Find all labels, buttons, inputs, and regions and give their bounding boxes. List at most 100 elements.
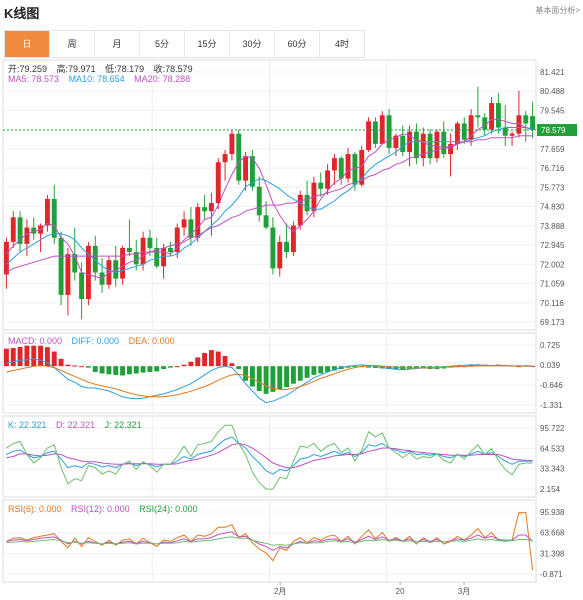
candle-body [236,133,242,181]
candle-body [502,127,508,136]
candle-body [509,133,515,136]
fundamental-analysis-link[interactable]: 基本面分析> [535,6,580,15]
candle-body [133,252,139,265]
rsi-axis-tick-label: -0.871 [540,570,563,579]
rsi-axis-tick-label: 95.938 [540,508,565,517]
macd-bar [352,366,358,368]
kdj-axis-tick-label: 64.533 [540,444,565,453]
candle-body [400,135,406,153]
candle-body [215,162,221,204]
macd-bar [318,366,324,374]
macd-bar [126,366,132,375]
rsi6-line [6,512,534,571]
candle-body [249,156,255,187]
candle-body [318,182,324,189]
macd-bar [249,366,255,387]
last-price-label: 78.579 [541,126,566,135]
macd-bar [297,366,303,381]
macd-bar [229,363,235,367]
macd-bar [263,366,269,394]
kdj-axis-tick-label: 95.722 [540,424,565,433]
price-axis-tick-label: 79.545 [540,106,565,115]
candle-body [325,170,331,189]
candle-body [345,154,351,179]
macd-bar [243,366,249,381]
candle-body [208,203,214,212]
candle-body [290,225,296,253]
macd-bar [72,365,78,367]
high-value: 高:79.971 [56,64,96,74]
macd-bar [277,366,283,390]
price-axis-tick-label: 76.716 [540,164,565,173]
macd-bar [256,366,262,391]
candle-body [284,241,290,253]
macd-bar [222,355,228,367]
macd-bar [202,353,208,367]
tab-60min[interactable]: 60分 [275,31,320,57]
candle-body [372,121,378,144]
rsi-axis-tick-label: 63.668 [540,529,565,538]
candle-body [331,158,337,171]
candle-body [393,135,399,148]
price-axis-tick-label: 80.488 [540,87,565,96]
tab-week[interactable]: 周 [50,31,95,57]
candle-body [3,241,9,275]
candle-body [24,227,30,244]
tab-4hour[interactable]: 4时 [334,39,349,49]
candle-body [72,254,78,273]
dea-line [6,365,533,398]
candle-body [167,247,173,253]
tab-day[interactable]: 日 [5,31,50,57]
candle-body [516,115,522,134]
candle-body [113,260,119,279]
price-axis-tick-label: 73.888 [540,222,565,231]
macd-bar [3,348,9,367]
candle-body [44,198,50,226]
candle-body [202,207,208,212]
tab-month[interactable]: 月 [95,31,140,57]
last-price-badge [537,124,577,137]
price-axis-tick-label: 71.059 [540,280,565,289]
candle-body [263,215,269,228]
j-value: J: 22.321 [104,420,142,430]
candle-body [10,217,16,242]
candle-body [366,121,372,150]
macd-bar [284,366,290,388]
rsi24-value: RSI(24): 0.000 [139,504,198,514]
candle-body [386,115,392,148]
macd-bar [167,366,173,368]
period-tabs: 日 周 月 5分 15分 30分 60分 4时 [4,30,365,58]
macd-axis-tick-label: 0.725 [540,341,561,350]
candle-body [154,247,160,267]
candle-body [181,219,187,228]
macd-bar [325,366,331,372]
macd-axis-tick-label: 0.039 [540,361,561,370]
macd-bar [181,364,187,367]
candle-body [482,117,488,130]
open-value: 开:79.259 [8,64,48,74]
macd-bar [236,366,242,370]
macd-bar [195,357,201,367]
candle-body [174,227,180,253]
kdj-axis-tick-label: 33.343 [540,465,565,474]
macd-bar [92,366,98,372]
candle-body [297,194,303,226]
candle-body [461,123,467,140]
candle-body [420,133,426,159]
macd-bar [290,366,296,384]
x-axis-label: 3月 [458,587,470,596]
macd-bar [65,364,71,367]
close-value: 收:78.579 [153,64,193,74]
macd-bar [270,366,276,392]
tab-15min[interactable]: 15分 [185,31,230,57]
tab-30min[interactable]: 30分 [230,31,275,57]
candle-body [147,237,153,248]
tab-5min[interactable]: 5分 [140,31,185,57]
macd-bar [345,366,351,368]
j-line [6,424,533,490]
macd-bar [31,345,37,367]
candle-body [188,219,194,238]
candle-body [92,245,98,273]
macd-bar [174,366,180,368]
